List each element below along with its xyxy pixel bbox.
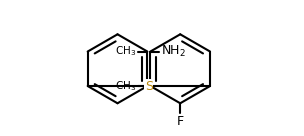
Text: S: S [145,80,153,92]
Text: NH$_2$: NH$_2$ [161,44,185,59]
Text: CH$_3$: CH$_3$ [115,79,136,93]
Text: F: F [177,115,184,128]
Text: CH$_3$: CH$_3$ [115,45,136,58]
